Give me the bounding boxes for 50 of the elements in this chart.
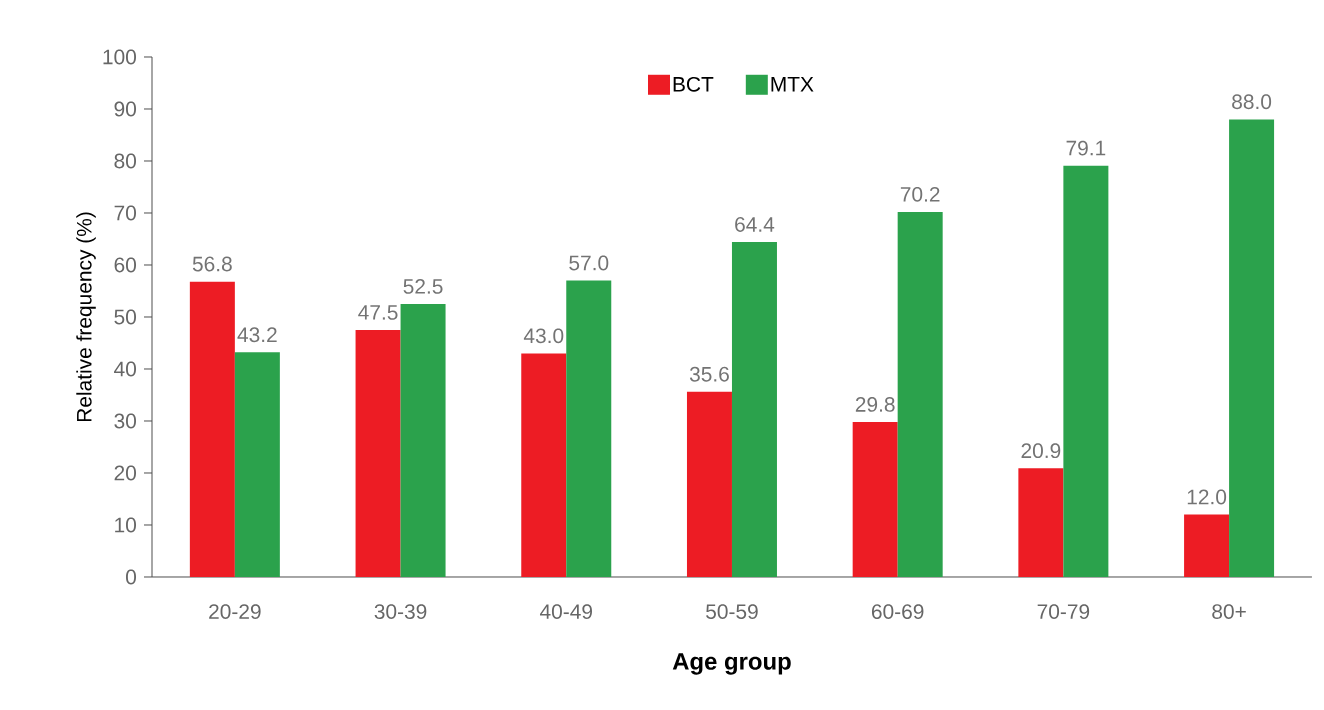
data-label: 43.2 xyxy=(237,327,277,343)
data-label: 56.8 xyxy=(192,256,232,272)
bar xyxy=(1229,119,1275,577)
bar xyxy=(1018,468,1064,577)
data-label: 52.5 xyxy=(403,278,443,294)
bar xyxy=(852,422,898,577)
data-label: 64.4 xyxy=(735,217,775,232)
bar xyxy=(566,280,612,577)
data-label: 88.0 xyxy=(1232,94,1272,110)
bar xyxy=(731,242,777,577)
bar xyxy=(234,352,280,577)
data-label: 57.0 xyxy=(569,255,609,271)
data-label: 12.0 xyxy=(1187,489,1227,505)
legend-label: MTX xyxy=(771,77,814,92)
y-tick-label: 100 xyxy=(103,49,136,65)
data-label: 43.0 xyxy=(523,328,564,344)
bar xyxy=(1063,165,1109,577)
y-tick-label: 50 xyxy=(114,309,136,325)
bar xyxy=(521,353,567,577)
y-axis-title: Relative frequency (%) xyxy=(76,212,96,422)
y-tick-label: 70 xyxy=(114,205,136,221)
x-tick-label: 30-39 xyxy=(374,604,427,619)
data-label: 35.6 xyxy=(689,366,729,382)
x-tick-label: 70-79 xyxy=(1037,604,1090,619)
y-tick-label: 30 xyxy=(114,413,136,429)
y-tick-label: 60 xyxy=(114,257,136,273)
x-tick-label: 80+ xyxy=(1212,604,1246,619)
y-tick-label: 40 xyxy=(114,361,136,377)
x-axis-title: Age group xyxy=(672,653,791,675)
data-label: 70.2 xyxy=(900,186,940,202)
data-label: 47.5 xyxy=(358,305,398,320)
legend-label: BCT xyxy=(673,76,714,92)
bar xyxy=(686,391,732,577)
y-tick-label: 20 xyxy=(114,465,136,481)
bar xyxy=(1184,514,1230,577)
data-label: 20.9 xyxy=(1021,443,1061,459)
bar xyxy=(189,281,235,577)
y-tick-label: 90 xyxy=(114,101,136,117)
data-label: 79.1 xyxy=(1066,140,1106,156)
y-tick-label: 10 xyxy=(115,517,136,533)
x-tick-label: 50-59 xyxy=(706,604,758,619)
y-tick-label: 80 xyxy=(114,153,136,169)
bar xyxy=(355,329,401,577)
bar xyxy=(897,211,943,577)
x-tick-label: 20-29 xyxy=(209,604,261,619)
bar xyxy=(400,303,446,577)
y-tick-label: 0 xyxy=(126,569,137,585)
data-label: 29.8 xyxy=(855,397,895,412)
x-tick-label: 60-69 xyxy=(871,604,924,619)
x-tick-label: 40-49 xyxy=(539,604,593,619)
